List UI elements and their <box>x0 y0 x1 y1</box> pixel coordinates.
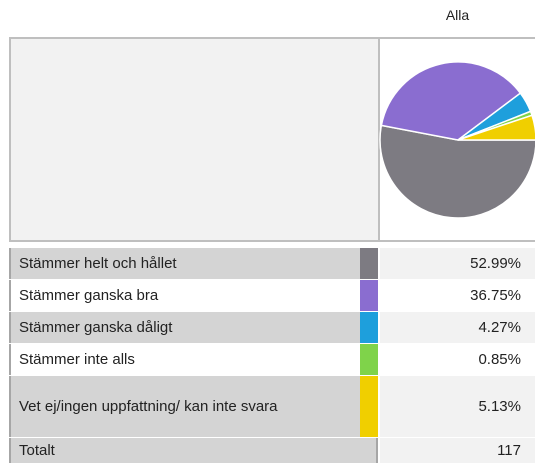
pie-chart <box>379 61 535 219</box>
total-value: 117 <box>380 438 535 463</box>
color-swatch <box>360 280 378 311</box>
pie-slice <box>379 124 535 219</box>
color-swatch <box>360 344 378 375</box>
row-value: 36.75% <box>380 280 535 311</box>
row-value: 52.99% <box>380 248 535 279</box>
row-value: 4.27% <box>380 312 535 343</box>
column-header: Alla <box>445 7 470 23</box>
row-label: Vet ej/ingen uppfattning/ kan inte svara <box>9 376 360 437</box>
color-swatch <box>360 376 378 437</box>
row-label: Stämmer ganska bra <box>9 280 360 311</box>
row-label: Stämmer helt och hållet <box>9 248 360 279</box>
row-value: 5.13% <box>380 376 535 437</box>
color-swatch <box>360 312 378 343</box>
row-label: Stämmer ganska dåligt <box>9 312 360 343</box>
color-swatch <box>360 248 378 279</box>
pie-slice <box>380 61 522 141</box>
row-value: 0.85% <box>380 344 535 375</box>
total-label: Totalt <box>9 438 378 463</box>
row-label: Stämmer inte alls <box>9 344 360 375</box>
